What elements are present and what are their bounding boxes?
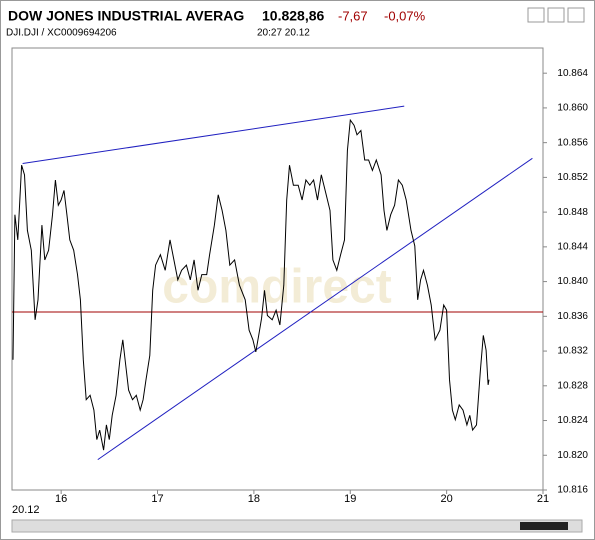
- toolbar: [527, 7, 585, 23]
- y-tick-label: 10.828: [557, 380, 588, 391]
- change-percent: -0,07%: [384, 8, 426, 23]
- trendline: [97, 157, 533, 461]
- scroll-track[interactable]: [11, 519, 583, 533]
- x-tick-label: 16: [55, 493, 67, 505]
- y-tick-label: 10.852: [557, 172, 588, 183]
- x-tick-label: 18: [248, 493, 260, 505]
- y-tick-label: 10.832: [557, 346, 588, 357]
- title: DOW JONES INDUSTRIAL AVERAG: [8, 8, 244, 24]
- icon-button[interactable]: [527, 7, 545, 23]
- y-tick-label: 10.820: [557, 450, 588, 461]
- y-tick-label: 10.860: [557, 103, 588, 114]
- price-line: [12, 118, 490, 451]
- y-tick-label: 10.848: [557, 207, 588, 218]
- icon-button[interactable]: [547, 7, 565, 23]
- icon-button[interactable]: [567, 7, 585, 23]
- y-tick-label: 10.856: [557, 137, 588, 148]
- last-price: 10.828,86: [262, 8, 324, 24]
- y-tick-label: 10.836: [557, 311, 588, 322]
- subtitle: DJI.DJI / XC0009694206: [6, 28, 117, 39]
- y-tick-label: 10.840: [557, 276, 588, 287]
- plot-area: [11, 47, 544, 491]
- y-tick-label: 10.824: [557, 415, 588, 426]
- x-tick-label: 20: [441, 493, 453, 505]
- date-label: 20.12: [12, 504, 40, 516]
- x-tick-label: 19: [344, 493, 356, 505]
- scrollbar[interactable]: [11, 519, 583, 533]
- time: 20:27 20.12: [257, 28, 310, 39]
- y-tick-label: 10.816: [557, 485, 588, 496]
- y-tick-label: 10.844: [557, 241, 588, 252]
- scroll-thumb[interactable]: [520, 522, 568, 530]
- change: -7,67: [338, 8, 368, 23]
- x-tick-label: 21: [537, 493, 549, 505]
- x-tick-label: 17: [151, 493, 163, 505]
- trendline: [22, 105, 405, 164]
- watermark: comdirect: [162, 261, 391, 314]
- y-tick-label: 10.864: [557, 68, 588, 79]
